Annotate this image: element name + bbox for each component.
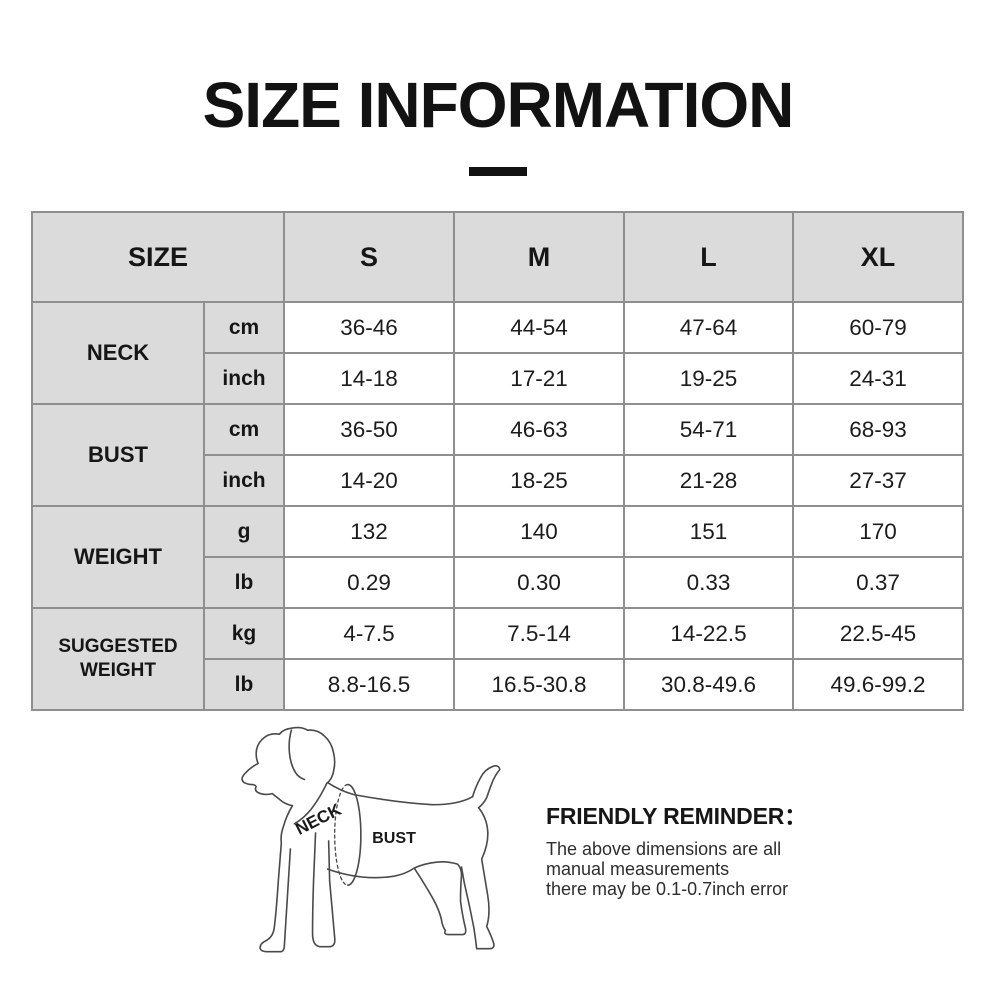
dog-outline-illustration: NECK BUST [241, 726, 501, 953]
unit-cell: cm [202, 301, 286, 354]
value-cell: 21-28 [623, 454, 795, 507]
title-block: SIZE INFORMATION [0, 69, 996, 177]
table-row: BUST cm 36-50 46-63 54-71 68-93 [31, 403, 965, 507]
table-row: SUGGESTED WEIGHT kg 4-7.5 7.5-14 14-22.5… [31, 607, 965, 711]
table-row: inch 14-18 17-21 19-25 24-31 [32, 352, 965, 405]
friendly-reminder-block: FRIENDLY REMINDER： The above dimensions … [546, 797, 846, 899]
table-row: NECK cm 36-46 44-54 47-64 60-79 [31, 301, 965, 405]
value-cell: 170 [792, 505, 965, 558]
value-cell: 19-25 [623, 352, 795, 405]
value-cell: 132 [283, 505, 456, 558]
value-cell: 16.5-30.8 [453, 658, 626, 711]
value-cell: 14-20 [283, 454, 456, 507]
value-cell: 46-63 [453, 403, 626, 456]
value-cell: 44-54 [453, 301, 626, 354]
value-cell: 60-79 [792, 301, 965, 354]
value-cell: 8.8-16.5 [283, 658, 456, 711]
unit-cell: g [202, 505, 286, 558]
table-row: inch 14-20 18-25 21-28 27-37 [32, 454, 965, 507]
value-cell: 30.8-49.6 [623, 658, 795, 711]
friendly-reminder-heading: FRIENDLY REMINDER： [546, 803, 807, 829]
value-cell: 54-71 [623, 403, 795, 456]
value-cell: 36-50 [283, 403, 456, 456]
table-row: lb 8.8-16.5 16.5-30.8 30.8-49.6 49.6-99.… [32, 658, 965, 711]
value-cell: 14-18 [283, 352, 456, 405]
value-cell: 4-7.5 [283, 607, 456, 660]
page-title: SIZE INFORMATION [202, 69, 795, 141]
value-cell: 7.5-14 [453, 607, 626, 660]
reminder-line-3: there may be 0.1-0.7inch error [546, 879, 789, 899]
unit-cell: inch [202, 454, 286, 507]
header-col-s: S [283, 211, 456, 303]
value-cell: 14-22.5 [623, 607, 795, 660]
size-table-container: SIZE S M L XL NECK cm 36-46 44-54 47-64 … [30, 211, 965, 711]
section-label-bust: BUST [31, 403, 205, 507]
header-size: SIZE [30, 211, 286, 303]
dog-measurement-diagram: NECK BUST [231, 720, 533, 982]
value-cell: 140 [453, 505, 626, 558]
value-cell: 68-93 [792, 403, 965, 456]
table-row: lb 0.29 0.30 0.33 0.37 [32, 556, 965, 609]
unit-cell: lb [202, 556, 286, 609]
value-cell: 49.6-99.2 [792, 658, 965, 711]
value-cell: 17-21 [453, 352, 626, 405]
value-cell: 27-37 [792, 454, 965, 507]
table-header-row: SIZE S M L XL [30, 211, 965, 303]
unit-cell: lb [202, 658, 286, 711]
value-cell: 0.30 [453, 556, 626, 609]
value-cell: 18-25 [453, 454, 626, 507]
header-col-m: M [453, 211, 626, 303]
unit-cell: inch [202, 352, 286, 405]
section-label-suggested-weight: SUGGESTED WEIGHT [31, 607, 205, 711]
value-cell: 24-31 [792, 352, 965, 405]
section-label-weight: WEIGHT [31, 505, 205, 609]
value-cell: 36-46 [283, 301, 456, 354]
header-col-l: L [623, 211, 795, 303]
reminder-line-2: manual measurements [546, 859, 730, 879]
header-col-xl: XL [792, 211, 965, 303]
section-label-neck: NECK [31, 301, 205, 405]
table-row: WEIGHT g 132 140 151 170 [31, 505, 965, 609]
reminder-line-1: The above dimensions are all [546, 839, 782, 859]
value-cell: 22.5-45 [792, 607, 965, 660]
value-cell: 0.37 [792, 556, 965, 609]
value-cell: 0.33 [623, 556, 795, 609]
dog-bust-label: BUST [372, 829, 416, 847]
title-underline-dash [469, 167, 527, 177]
value-cell: 0.29 [283, 556, 456, 609]
value-cell: 151 [623, 505, 795, 558]
unit-cell: cm [202, 403, 286, 456]
dog-neck-label: NECK [292, 800, 344, 839]
unit-cell: kg [202, 607, 286, 660]
value-cell: 47-64 [623, 301, 795, 354]
size-table: SIZE S M L XL NECK cm 36-46 44-54 47-64 … [30, 211, 965, 711]
